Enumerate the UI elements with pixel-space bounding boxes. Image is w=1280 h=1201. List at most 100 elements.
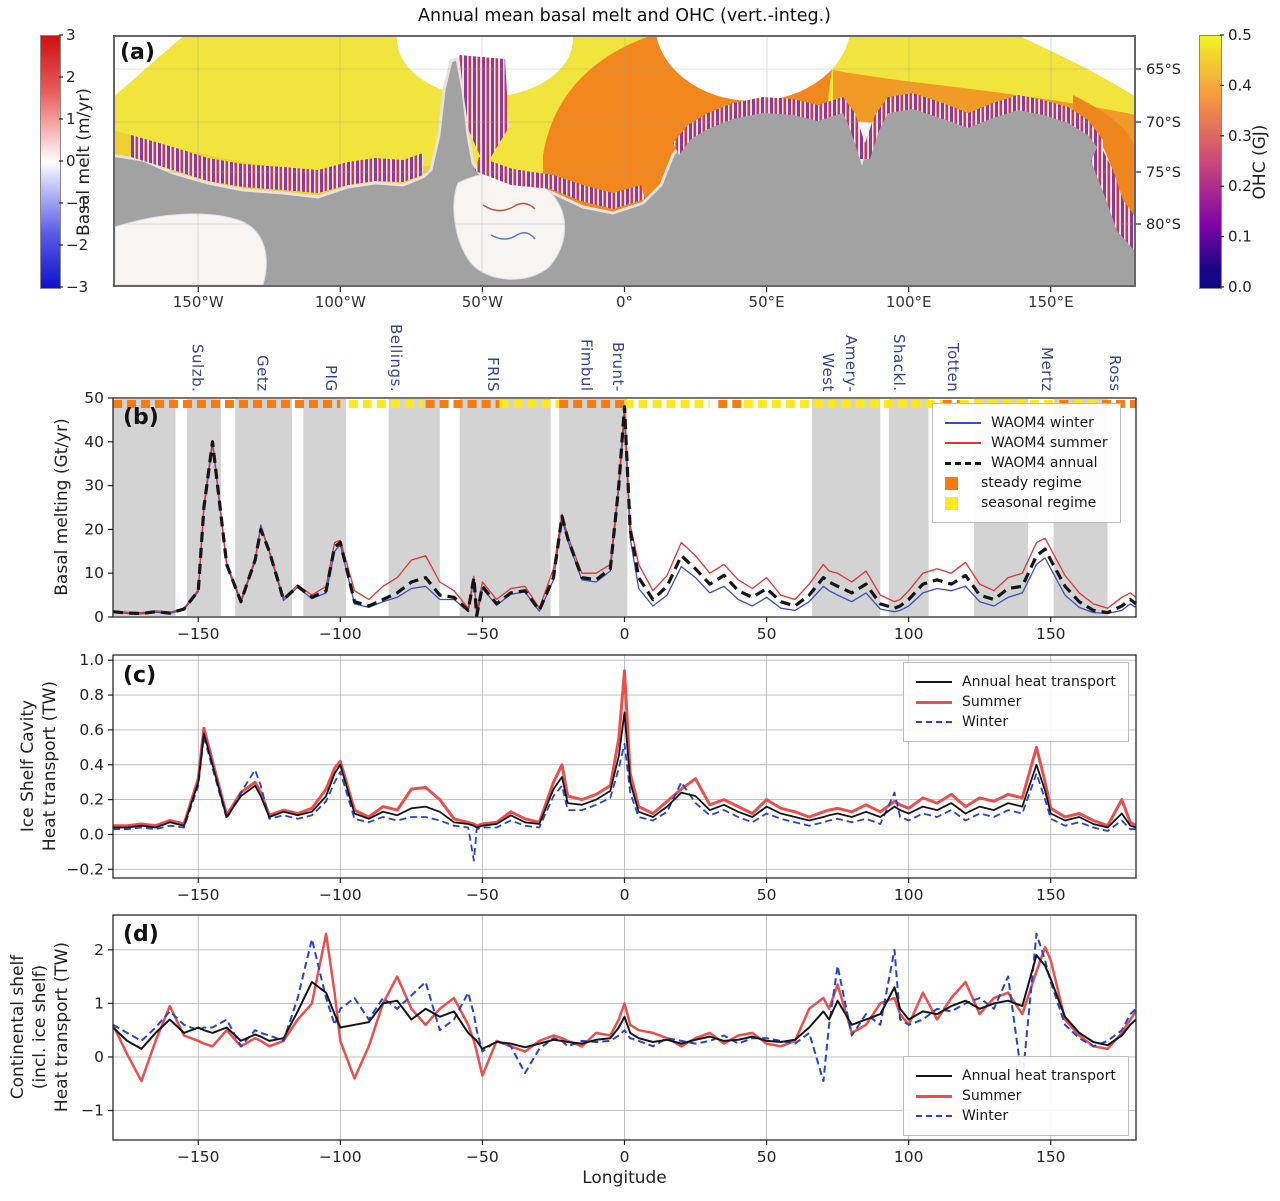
svg-text:2: 2	[94, 941, 104, 959]
svg-text:150°E: 150°E	[1028, 293, 1074, 311]
svg-text:1: 1	[94, 994, 104, 1012]
svg-text:0.8: 0.8	[79, 686, 104, 704]
hatch-weddell	[475, 157, 645, 209]
svg-text:−0.2: −0.2	[66, 860, 104, 878]
svg-text:100°E: 100°E	[886, 293, 932, 311]
legend-entry: steady regime	[945, 475, 1108, 491]
antarctica-map	[113, 35, 1136, 287]
series-summer	[113, 669, 1137, 828]
svg-text:−3: −3	[66, 278, 88, 296]
ronne-melt-squiggle-red	[482, 202, 536, 212]
svg-text:−100: −100	[319, 1148, 362, 1166]
legend-entry: seasonal regime	[945, 495, 1108, 511]
hatch-coast-right	[1091, 143, 1134, 250]
shelf-label-mertz: Mertz	[1037, 347, 1056, 392]
series-annual-heat-transport	[113, 711, 1137, 829]
legend-label: WAOM4 winter	[991, 415, 1094, 431]
no-data-corner-left	[113, 35, 185, 97]
svg-text:0.4: 0.4	[1228, 76, 1252, 94]
ohc-colorbar-label: OHC (GJ)	[1250, 124, 1270, 200]
svg-text:100: 100	[894, 886, 924, 904]
svg-text:0: 0	[94, 608, 104, 626]
ross-ice-shelf	[114, 213, 267, 286]
svg-text:0: 0	[94, 1048, 104, 1066]
shelf-label-west: West	[819, 353, 838, 392]
map-graticule	[113, 35, 1136, 287]
shelf-label-brunt: Brunt-	[608, 342, 627, 392]
svg-text:50: 50	[84, 389, 104, 407]
panel-c-ylabel-line1: Ice Shelf Cavity	[18, 699, 38, 833]
legend-label: Summer	[962, 694, 1022, 710]
shelf-label-getz: Getz	[253, 355, 272, 392]
svg-text:0: 0	[66, 152, 76, 170]
legend-entry: Annual heat transport	[916, 674, 1116, 690]
panel-d-ylabel-line2: (incl. ice shelf)	[30, 964, 50, 1090]
hatch-coast-east	[673, 93, 1103, 159]
shelf-label-fimbul: Fimbul	[577, 339, 596, 392]
legend-entry: Winter	[916, 714, 1116, 730]
panel-c-ylabel: Ice Shelf Cavity Heat transport (TW)	[17, 616, 61, 916]
svg-text:0.2: 0.2	[1228, 177, 1252, 195]
svg-text:−100: −100	[319, 886, 362, 904]
legend-entry: WAOM4 summer	[945, 435, 1108, 451]
svg-text:75°S: 75°S	[1146, 165, 1181, 181]
line-swatch-icon	[945, 442, 981, 444]
legend-label: Winter	[962, 714, 1009, 730]
svg-text:0.2: 0.2	[79, 791, 104, 809]
svg-text:50°W: 50°W	[462, 293, 504, 311]
svg-text:−50: −50	[466, 625, 499, 643]
svg-text:0.5: 0.5	[1228, 26, 1252, 44]
svg-text:−2: −2	[66, 236, 88, 254]
steady-regime-swatch-icon	[945, 476, 958, 490]
svg-text:3: 3	[66, 26, 76, 44]
svg-text:0.1: 0.1	[1228, 228, 1252, 246]
series-winter	[112, 932, 1137, 1083]
svg-text:−150: −150	[177, 625, 220, 643]
svg-text:−150: −150	[177, 1148, 220, 1166]
map-frame	[113, 35, 1136, 287]
svg-text:150°W: 150°W	[173, 293, 224, 311]
svg-text:−1: −1	[66, 194, 88, 212]
svg-text:0.0: 0.0	[1228, 278, 1252, 296]
legend-label: WAOM4 annual	[991, 455, 1098, 471]
x-axis-title: Longitude	[582, 1168, 667, 1188]
svg-text:80°S: 80°S	[1146, 217, 1181, 233]
svg-text:65°S: 65°S	[1146, 62, 1181, 78]
svg-text:0°: 0°	[616, 293, 633, 311]
svg-text:20: 20	[84, 520, 104, 538]
panel-c-letter: (c)	[123, 663, 157, 688]
figure-title: Annual mean basal melt and OHC (vert.-in…	[418, 6, 831, 26]
legend-label: Winter	[962, 1108, 1009, 1124]
panel-b-letter: (b)	[123, 405, 159, 430]
no-data-corner-right	[1018, 35, 1136, 97]
seasonal-regime-swatch-icon	[945, 496, 958, 510]
svg-text:100°W: 100°W	[315, 293, 366, 311]
svg-text:0: 0	[620, 886, 630, 904]
svg-text:0.0: 0.0	[79, 825, 104, 843]
panel-d-ylabel: Continental shelf (incl. ice shelf) Heat…	[7, 877, 73, 1177]
svg-text:50°E: 50°E	[749, 293, 785, 311]
svg-text:0.3: 0.3	[1228, 127, 1252, 145]
legend-entry: Winter	[916, 1108, 1116, 1124]
svg-text:150: 150	[1036, 886, 1066, 904]
svg-text:−50: −50	[466, 1148, 499, 1166]
svg-text:40: 40	[84, 433, 104, 451]
line-swatch-icon	[945, 422, 981, 424]
panel-c-plot: −150 −100 −50 0 50 100 150 −0.2 0.0 0.2 0.4 0.6 0.8 1…	[66, 651, 1137, 904]
shelf-label-shackl: Shackl.	[890, 334, 909, 392]
basal-melt-colorbar	[40, 35, 61, 289]
panel-c-legend: Annual heat transport Summer Winter	[903, 662, 1129, 742]
panel-a-letter: (a)	[120, 40, 155, 65]
hatch-peninsula	[459, 55, 509, 167]
svg-text:−50: −50	[466, 886, 499, 904]
legend-entry: Annual heat transport	[916, 1068, 1116, 1084]
svg-text:0: 0	[620, 625, 630, 643]
ronne-melt-squiggle-blue	[490, 232, 536, 240]
svg-text:−100: −100	[319, 625, 362, 643]
svg-text:1: 1	[66, 110, 76, 128]
svg-text:10: 10	[84, 564, 104, 582]
panel-d-ylabel-line1: Continental shelf	[8, 954, 28, 1100]
series-waom4-annual	[112, 405, 1137, 618]
